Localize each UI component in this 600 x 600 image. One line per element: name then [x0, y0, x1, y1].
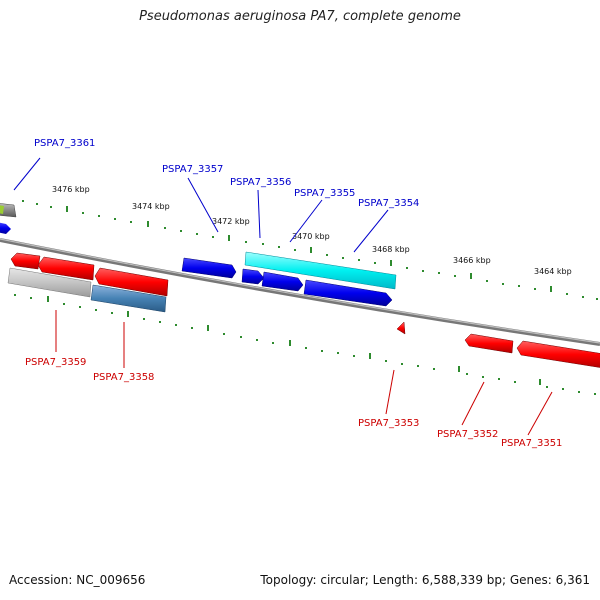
gene-label-reverse[interactable]: PSPA7_3352 — [437, 429, 498, 440]
gene-feature-partial[interactable] — [0, 222, 11, 234]
gene-leader-lines — [13, 157, 553, 436]
gene-feature-reverse[interactable] — [7, 267, 92, 298]
gene-label-forward[interactable]: PSPA7_3357 — [162, 164, 223, 175]
gene-label-reverse[interactable]: PSPA7_3359 — [25, 357, 86, 368]
gene-feature-reverse[interactable] — [10, 252, 41, 270]
gene-feature-forward[interactable] — [241, 268, 265, 285]
scale-label: 3466 kbp — [453, 256, 491, 265]
gene-feature-forward[interactable] — [261, 271, 304, 292]
scale-label: 3472 kbp — [212, 217, 250, 226]
outer-scale-ticks — [22, 200, 598, 300]
gene-feature-partial[interactable] — [0, 205, 4, 214]
accession-label: Accession: NC_009656 — [9, 573, 146, 587]
genome-summary: Topology: circular; Length: 6,588,339 bp… — [260, 573, 590, 587]
scale-label: 3470 kbp — [292, 232, 330, 241]
inner-scale-ticks — [14, 294, 596, 395]
gene-label-forward[interactable]: PSPA7_3361 — [34, 138, 95, 149]
gene-label-forward[interactable]: PSPA7_3356 — [230, 177, 291, 188]
gene-label-forward[interactable]: PSPA7_3355 — [294, 188, 355, 199]
gene-label-reverse[interactable]: PSPA7_3351 — [501, 438, 562, 449]
genome-backbone-highlight — [0, 238, 600, 344]
gene-label-reverse[interactable]: PSPA7_3358 — [93, 372, 154, 383]
gene-feature-forward[interactable] — [244, 251, 397, 290]
gene-feature-partial[interactable] — [0, 203, 17, 218]
gene-feature-forward[interactable] — [181, 257, 237, 279]
gene-label-forward[interactable]: PSPA7_3354 — [358, 198, 419, 209]
scale-label: 3464 kbp — [534, 267, 572, 276]
genome-backbone — [0, 238, 600, 346]
gene-feature-reverse[interactable] — [37, 256, 95, 281]
scale-label: 3468 kbp — [372, 245, 410, 254]
map-title: Pseudomonas aeruginosa PA7, complete gen… — [139, 9, 461, 24]
gene-feature-reverse[interactable] — [90, 284, 167, 313]
gene-label-reverse[interactable]: PSPA7_3353 — [358, 418, 419, 429]
gene-feature-reverse[interactable] — [94, 267, 169, 297]
scale-label: 3474 kbp — [132, 202, 170, 211]
gene-feature-reverse[interactable] — [464, 333, 514, 354]
gene-feature-forward[interactable] — [303, 279, 393, 307]
gene-feature-reverse[interactable] — [396, 321, 406, 335]
gene-feature-reverse[interactable] — [516, 340, 600, 368]
scale-label: 3476 kbp — [52, 185, 90, 194]
